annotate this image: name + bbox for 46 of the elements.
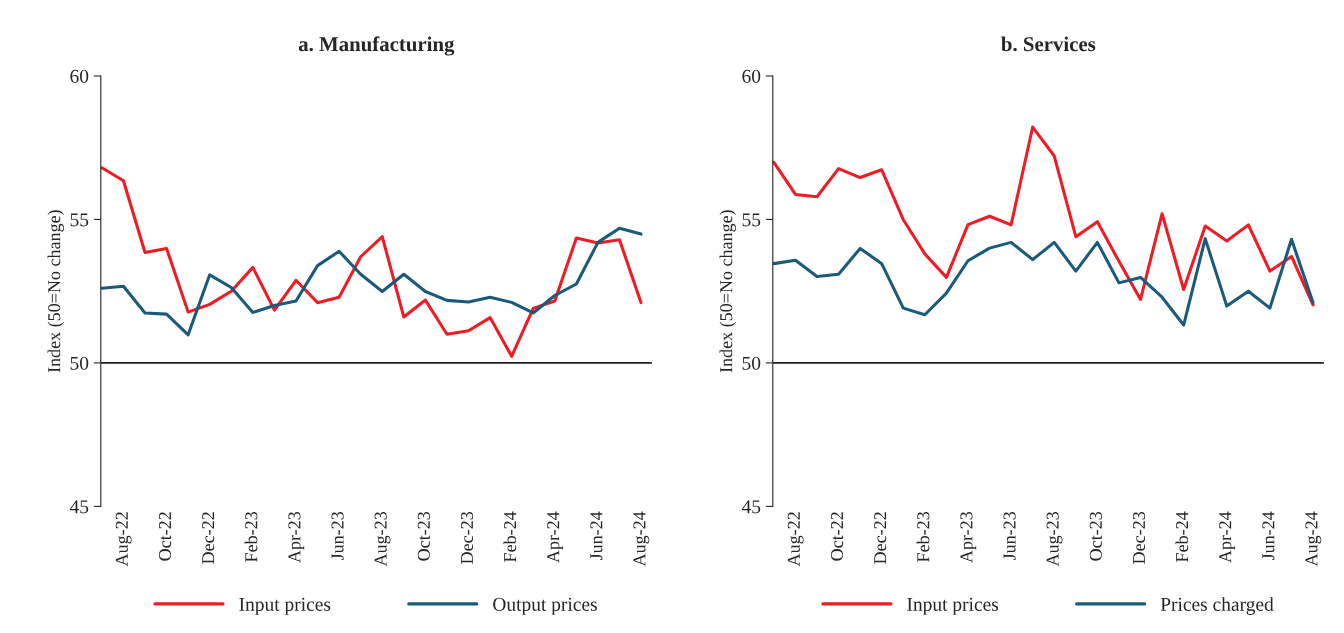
x-tick-label: Aug-22: [787, 512, 804, 567]
x-tick-label: Apr-24: [547, 511, 563, 563]
x-tick-label: Jun-24: [590, 511, 603, 561]
x-tick-label: Jun-24: [1262, 511, 1275, 561]
y-axis-title: Index (50=No change): [47, 210, 64, 373]
y-tick-label: 60: [742, 69, 761, 83]
x-tick-label: Dec-22: [874, 512, 887, 564]
x-tick-label: Jun-23: [331, 511, 344, 561]
x-tick-label: Aug-24: [1305, 511, 1322, 567]
x-tick-label: Apr-23: [960, 511, 977, 563]
x-tick-label: Aug-22: [115, 512, 132, 567]
x-tick-label: Apr-24: [1219, 511, 1235, 563]
x-tick-label: Jun-23: [1003, 511, 1016, 561]
x-tick-label: Dec-23: [1132, 511, 1146, 564]
line-series: [772, 125, 1315, 307]
legend-label: Prices charged: [1160, 597, 1274, 615]
x-tick-label: Feb-23: [244, 511, 258, 562]
y-tick-label: 60: [70, 69, 89, 83]
x-tick-label: Feb-24: [1175, 511, 1189, 562]
y-axis-title: Index (50=No change): [719, 210, 736, 373]
legend-label: Input prices: [239, 597, 331, 615]
x-tick-label: Feb-23: [916, 511, 930, 562]
line-series: [772, 237, 1315, 327]
line-series: [100, 226, 643, 337]
y-tick-label: 45: [69, 500, 89, 514]
x-tick-label: Aug-24: [633, 511, 650, 567]
x-tick-label: Oct-23: [1089, 511, 1102, 561]
y-tick-label: 50: [742, 356, 761, 370]
x-tick-label: Apr-23: [288, 511, 305, 563]
legend-label: Input prices: [907, 597, 999, 615]
chart-title: b. Services: [1001, 36, 1096, 52]
x-tick-label: Oct-22: [158, 512, 172, 561]
x-tick-label: Dec-23: [460, 511, 474, 564]
y-tick-label: 45: [741, 500, 761, 514]
y-tick-label: 50: [70, 356, 89, 370]
y-tick-label: 55: [70, 213, 89, 227]
x-tick-label: Aug-23: [374, 511, 391, 567]
line-series: [100, 166, 643, 358]
legend-label: Output prices: [493, 597, 597, 615]
x-tick-label: Aug-23: [1046, 511, 1063, 567]
chart-title: a. Manufacturing: [298, 36, 455, 56]
x-tick-label: Feb-24: [503, 511, 517, 562]
x-tick-label: Oct-22: [830, 512, 844, 561]
y-tick-label: 55: [742, 213, 761, 227]
x-tick-label: Dec-22: [202, 512, 215, 564]
x-tick-label: Oct-23: [417, 511, 430, 561]
